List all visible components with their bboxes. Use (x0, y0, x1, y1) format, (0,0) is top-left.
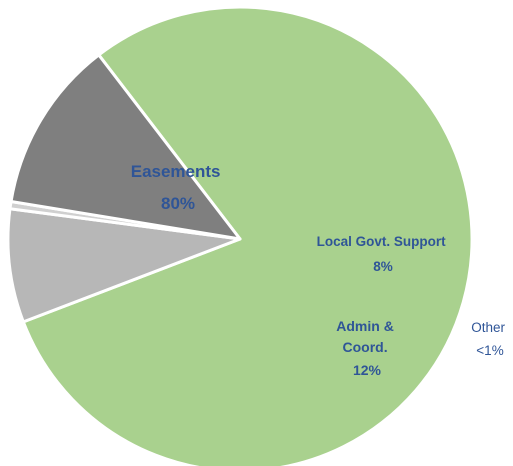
label-admin-coord-line1: Admin & (336, 318, 394, 334)
label-local-govt-support: Local Govt. Support 8% (317, 234, 450, 274)
label-easements: Easements 80% (131, 162, 226, 213)
label-local-govt-support-name: Local Govt. Support (317, 234, 447, 249)
pie-slice-admin-coord (9, 53, 242, 241)
label-admin-coord-value: 12% (353, 362, 382, 378)
label-other-value: <1% (476, 343, 503, 358)
label-other: Other <1% (471, 320, 509, 358)
label-local-govt-support-value: 8% (373, 259, 393, 274)
label-admin-coord-line2: Coord. (343, 339, 388, 355)
label-easements-name: Easements (131, 162, 221, 181)
label-easements-value: 80% (161, 194, 195, 213)
pie-slice-local-govt-support (6, 207, 242, 324)
pie-slice-easements (21, 5, 474, 466)
label-admin-coord: Admin & Coord. 12% (336, 318, 397, 378)
label-other-name: Other (471, 320, 505, 335)
pie-slices (6, 5, 474, 466)
